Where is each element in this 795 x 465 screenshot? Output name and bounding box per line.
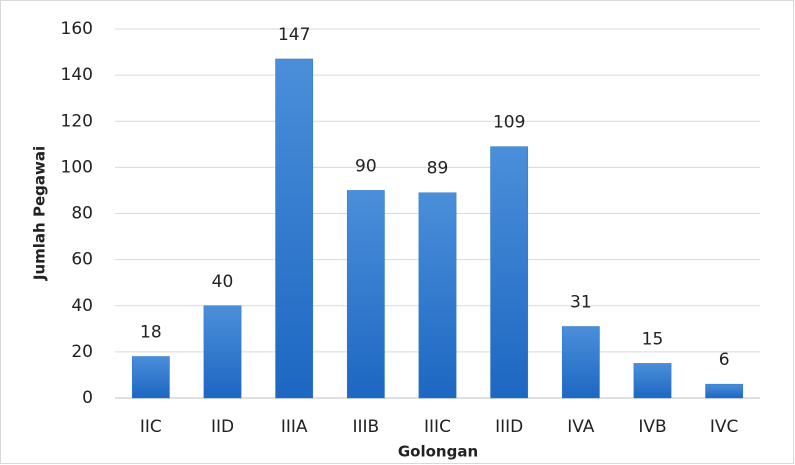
x-tick-label: IIID — [495, 417, 523, 437]
bar — [203, 305, 242, 399]
bar — [705, 383, 744, 399]
bar — [275, 58, 314, 399]
x-axis-title: Golongan — [398, 443, 478, 461]
data-label: 109 — [493, 113, 525, 133]
bar — [633, 363, 672, 399]
data-label: 40 — [212, 272, 234, 292]
x-tick-label: IVA — [567, 417, 595, 437]
data-label: 31 — [570, 293, 592, 313]
x-tick-label: IVC — [710, 417, 739, 437]
bar — [131, 356, 170, 399]
y-axis-title: Jumlah Pegawai — [31, 146, 49, 281]
x-tick-label: IIIC — [424, 417, 451, 437]
data-label: 6 — [719, 350, 730, 370]
y-tick-label: 0 — [82, 388, 93, 408]
x-tick-label: IIC — [140, 417, 162, 437]
data-label: 18 — [140, 322, 162, 342]
bar — [561, 326, 600, 399]
y-tick-label: 160 — [61, 19, 93, 39]
y-tick-label: 80 — [71, 204, 93, 224]
y-tick-label: 40 — [71, 296, 93, 316]
data-label: 89 — [427, 159, 449, 179]
bar — [418, 192, 457, 399]
x-tick-label: IID — [211, 417, 234, 437]
bar — [490, 146, 529, 399]
x-tick-label: IIIA — [281, 417, 308, 437]
y-tick-label: 60 — [71, 250, 93, 270]
y-tick-label: 100 — [61, 157, 93, 177]
y-tick-label: 120 — [61, 111, 93, 131]
data-label: 15 — [642, 329, 664, 349]
data-label: 90 — [355, 156, 377, 176]
y-tick-label: 140 — [61, 65, 93, 85]
y-tick-label: 20 — [71, 342, 93, 362]
bar — [346, 190, 385, 399]
x-tick-label: IIIB — [352, 417, 379, 437]
x-tick-label: IVB — [638, 417, 666, 437]
data-label: 147 — [278, 25, 310, 45]
